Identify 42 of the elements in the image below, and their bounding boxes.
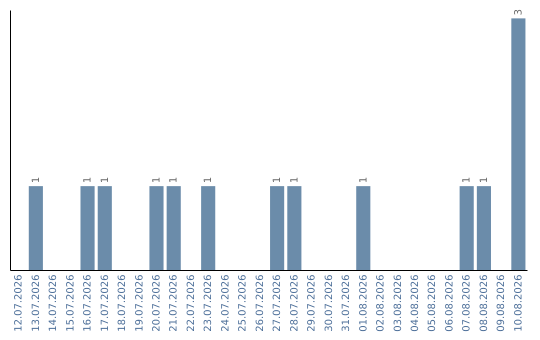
x-tick-label: 26.07.2026 — [254, 274, 266, 332]
x-tick-label: 30.07.2026 — [324, 274, 335, 332]
data-label: 1 — [168, 176, 180, 184]
x-tick-label: 14.07.2026 — [48, 274, 60, 332]
data-label: 1 — [82, 176, 94, 184]
x-tick-label: 09.08.2026 — [496, 274, 508, 332]
x-tick-label: 27.07.2026 — [272, 274, 284, 332]
x-tick-label: 16.07.2026 — [82, 274, 94, 332]
x-tick-label: 23.07.2026 — [203, 274, 214, 332]
x-tick-label: 12.07.2026 — [14, 274, 25, 332]
x-tick-label: 01.08.2026 — [358, 274, 370, 332]
x-tick-label: 25.07.2026 — [238, 274, 249, 332]
data-label: 1 — [272, 176, 284, 184]
x-tick-label: 21.07.2026 — [168, 274, 180, 332]
x-tick-label: 19.07.2026 — [134, 274, 146, 332]
data-label: 1 — [203, 176, 214, 184]
x-tick-label: 31.07.2026 — [341, 274, 352, 332]
x-tick-label: 29.07.2026 — [306, 274, 318, 332]
x-tick-label: 28.07.2026 — [289, 274, 300, 332]
data-label: 1 — [30, 176, 42, 184]
data-label: 1 — [462, 176, 473, 184]
x-tick-label: 18.07.2026 — [117, 274, 128, 332]
x-tick-label: 07.08.2026 — [462, 274, 473, 332]
x-tick-label: 13.07.2026 — [30, 274, 42, 332]
x-tick-label: 24.07.2026 — [220, 274, 232, 332]
data-label: 3 — [513, 9, 524, 16]
data-label: 1 — [151, 176, 162, 184]
x-tick-label: 20.07.2026 — [151, 274, 162, 332]
x-tick-label: 10.08.2026 — [513, 274, 524, 332]
x-tick-label: 15.07.2026 — [65, 274, 76, 332]
x-tick-label: 22.07.2026 — [186, 274, 197, 332]
x-tick-label: 17.07.2026 — [100, 274, 111, 332]
x-tick-label: 05.08.2026 — [427, 274, 438, 332]
x-tick-label: 04.08.2026 — [410, 274, 421, 332]
data-label: 1 — [289, 176, 300, 184]
data-label: 1 — [478, 176, 490, 184]
x-tick-label: 02.08.2026 — [376, 274, 387, 332]
x-tick-label: 06.08.2026 — [444, 274, 456, 332]
x-tick-label: 08.08.2026 — [478, 274, 490, 332]
data-label: 1 — [358, 176, 370, 184]
data-label: 1 — [100, 176, 111, 184]
x-tick-label: 03.08.2026 — [392, 274, 404, 332]
